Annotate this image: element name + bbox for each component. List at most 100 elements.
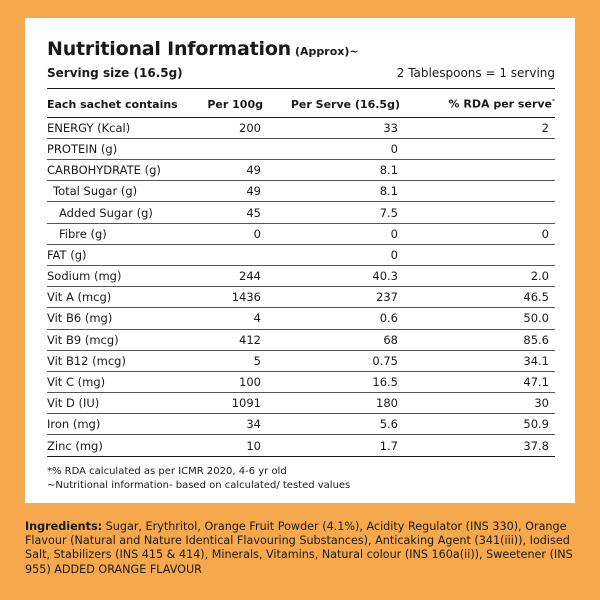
per-100g-cell: 412 xyxy=(189,329,263,351)
rda-cell xyxy=(400,138,555,161)
table-row: FAT (g) 0 xyxy=(47,244,555,266)
nutrient-name-cell: Sodium (mg) xyxy=(47,265,189,288)
serving-row: Serving size (16.5g) 2 Tablespoons = 1 s… xyxy=(47,66,555,89)
per-100g-cell: 45 xyxy=(189,201,263,224)
per-100g-cell xyxy=(189,138,263,161)
nutrient-name-cell: Vit B12 (mcg) xyxy=(47,350,189,372)
table-row: Vit B6 (mg) 4 0.6 50.0 xyxy=(47,307,555,330)
rda-cell: 85.6 xyxy=(400,329,555,351)
per-serve-cell: 0 xyxy=(263,138,400,161)
ingredients-label: Ingredients: xyxy=(25,520,103,533)
table-row: Vit C (mg) 100 16.5 47.1 xyxy=(47,371,555,394)
per-serve-cell: 0 xyxy=(263,244,400,266)
table-row: CARBOHYDRATE (g) 49 8.1 xyxy=(47,159,555,182)
nutrient-name-cell: Zinc (mg) xyxy=(47,434,189,457)
per-100g-cell: 49 xyxy=(189,180,263,203)
nutrient-name-cell: FAT (g) xyxy=(47,244,189,266)
rda-cell: 0 xyxy=(400,223,555,245)
per-100g-cell: 244 xyxy=(189,265,263,288)
per-100g-cell xyxy=(189,244,263,266)
info-footnote: ~Nutritional information- based on calcu… xyxy=(47,479,351,491)
rda-footnote: *% RDA calculated as per ICMR 2020, 4-6 … xyxy=(47,465,287,477)
rda-cell: 50.0 xyxy=(400,307,555,330)
table-row: PROTEIN (g) 0 xyxy=(47,138,555,161)
rda-cell: 50.9 xyxy=(400,413,555,436)
per-100g-cell: 200 xyxy=(189,117,263,139)
header-rda: % RDA per serve* xyxy=(400,89,555,118)
nutrient-name-cell: Total Sugar (g) xyxy=(47,180,189,203)
header-each-sachet: Each sachet contains xyxy=(47,89,189,118)
per-serve-cell: 33 xyxy=(263,117,400,139)
nutrient-name-cell: Vit C (mg) xyxy=(47,371,189,394)
nutrient-name-cell: Vit D (IU) xyxy=(47,392,189,415)
rda-cell: 47.1 xyxy=(400,371,555,394)
table-row: Added Sugar (g) 45 7.5 xyxy=(47,201,555,224)
per-serve-cell: 8.1 xyxy=(263,159,400,182)
nutrient-name-cell: Added Sugar (g) xyxy=(47,201,189,224)
table-row: Vit B9 (mcg) 412 68 85.6 xyxy=(47,329,555,351)
per-100g-cell: 100 xyxy=(189,371,263,394)
per-100g-cell: 4 xyxy=(189,307,263,330)
per-serve-cell: 68 xyxy=(263,329,400,351)
table-row: Vit B12 (mcg) 5 0.75 34.1 xyxy=(47,350,555,372)
nutrition-table-body: ENERGY (Kcal) 200 33 2 PROTEIN (g) 0 CARBOHYDR… xyxy=(47,117,555,457)
serving-note: 2 Tablespoons = 1 serving xyxy=(396,66,555,80)
title-suffix: (Approx)~ xyxy=(295,45,359,58)
rda-cell: 34.1 xyxy=(400,350,555,372)
nutrient-name-cell: PROTEIN (g) xyxy=(47,138,189,161)
nutrient-name-cell: Vit B9 (mcg) xyxy=(47,329,189,351)
rda-cell: 37.8 xyxy=(400,434,555,457)
table-row: Iron (mg) 34 5.6 50.9 xyxy=(47,413,555,436)
ingredients-text: Sugar, Erythritol, Orange Fruit Powder (… xyxy=(25,520,573,576)
header-per-100g: Per 100g xyxy=(189,89,263,118)
per-100g-cell: 1436 xyxy=(189,286,263,309)
header-per-serve: Per Serve (16.5g) xyxy=(263,89,400,118)
per-serve-cell: 1.7 xyxy=(263,434,400,457)
serving-size: Serving size (16.5g) xyxy=(47,66,183,80)
per-serve-cell: 0.6 xyxy=(263,307,400,330)
page-title: Nutritional Information xyxy=(47,38,291,60)
table-row: Vit A (mcg) 1436 237 46.5 xyxy=(47,286,555,309)
table-row: Fibre (g) 0 0 0 xyxy=(47,223,555,245)
per-serve-cell: 40.3 xyxy=(263,265,400,288)
per-serve-cell: 5.6 xyxy=(263,413,400,436)
rda-cell: 46.5 xyxy=(400,286,555,309)
rda-cell xyxy=(400,201,555,224)
nutrient-name-cell: Vit A (mcg) xyxy=(47,286,189,309)
per-serve-cell: 8.1 xyxy=(263,180,400,203)
per-100g-cell: 1091 xyxy=(189,392,263,415)
table-row: Sodium (mg) 244 40.3 2.0 xyxy=(47,265,555,288)
rda-cell: 2.0 xyxy=(400,265,555,288)
rda-cell: 30 xyxy=(400,392,555,415)
table-row: Vit D (IU) 1091 180 30 xyxy=(47,392,555,415)
per-serve-cell: 16.5 xyxy=(263,371,400,394)
footnotes: *% RDA calculated as per ICMR 2020, 4-6 … xyxy=(47,465,555,493)
nutrient-name-cell: CARBOHYDRATE (g) xyxy=(47,159,189,182)
table-row: ENERGY (Kcal) 200 33 2 xyxy=(47,117,555,139)
rda-cell: 2 xyxy=(400,117,555,139)
table-row: Total Sugar (g) 49 8.1 xyxy=(47,180,555,203)
per-serve-cell: 237 xyxy=(263,286,400,309)
header-rda-mark: * xyxy=(552,98,555,105)
nutrient-name-cell: ENERGY (Kcal) xyxy=(47,117,189,139)
nutrient-name-cell: Vit B6 (mg) xyxy=(47,307,189,330)
per-serve-cell: 0.75 xyxy=(263,350,400,372)
nutrition-card: Nutritional Information (Approx)~ Servin… xyxy=(25,18,575,503)
header-rda-label: % RDA per serve xyxy=(448,97,552,111)
table-header-row: Each sachet contains Per 100g Per Serve … xyxy=(47,89,555,118)
nutrient-name-cell: Fibre (g) xyxy=(47,223,189,245)
per-100g-cell: 5 xyxy=(189,350,263,372)
per-serve-cell: 0 xyxy=(263,223,400,245)
per-100g-cell: 0 xyxy=(189,223,263,245)
ingredients-block: Ingredients: Sugar, Erythritol, Orange F… xyxy=(25,520,580,577)
per-100g-cell: 10 xyxy=(189,434,263,457)
per-100g-cell: 49 xyxy=(189,159,263,182)
per-100g-cell: 34 xyxy=(189,413,263,436)
rda-cell xyxy=(400,180,555,203)
nutrition-table: Each sachet contains Per 100g Per Serve … xyxy=(47,89,555,457)
rda-cell xyxy=(400,159,555,182)
per-serve-cell: 7.5 xyxy=(263,201,400,224)
rda-cell xyxy=(400,244,555,266)
table-row: Zinc (mg) 10 1.7 37.8 xyxy=(47,434,555,457)
title-row: Nutritional Information (Approx)~ xyxy=(47,38,555,60)
